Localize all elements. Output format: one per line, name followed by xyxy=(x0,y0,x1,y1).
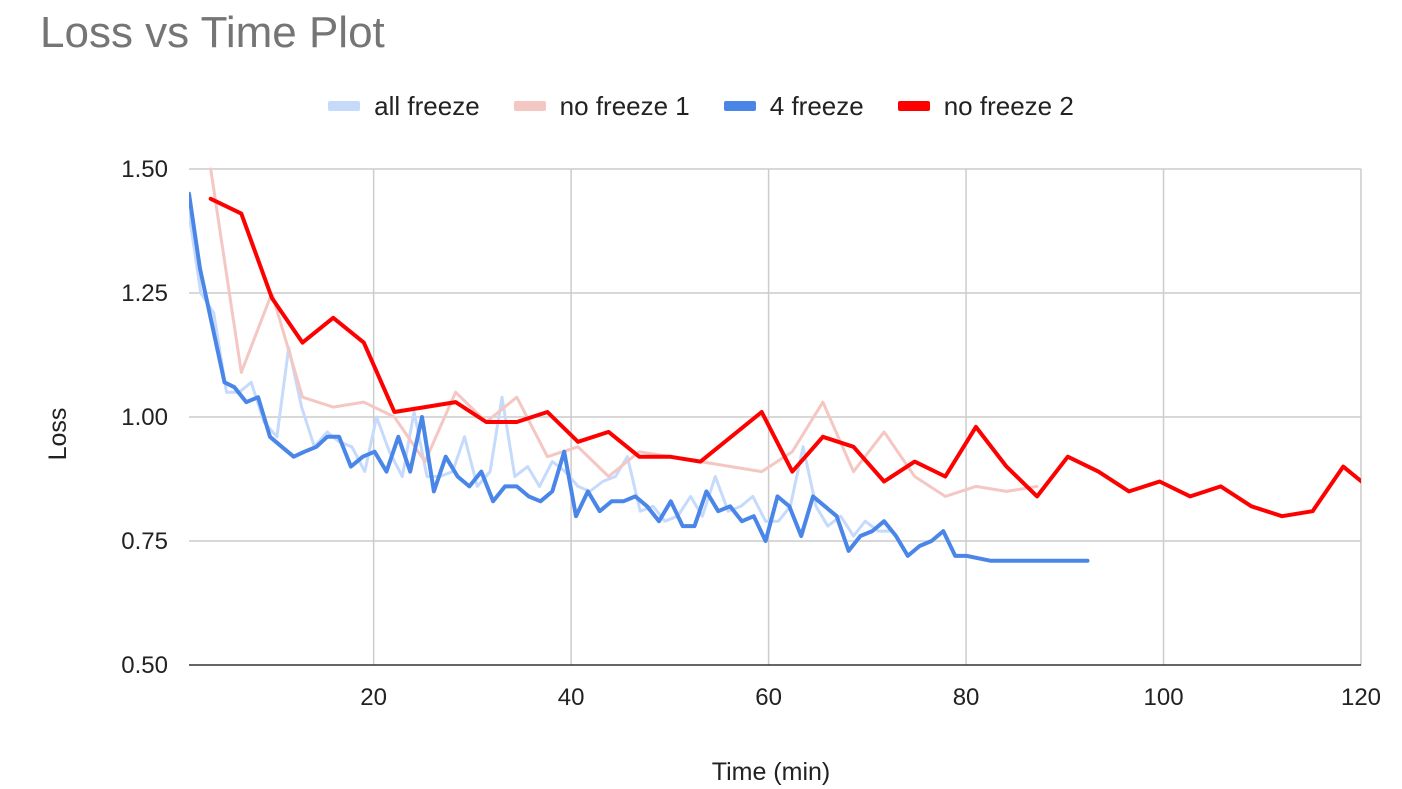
legend-label-no-freeze-1: no freeze 1 xyxy=(559,90,690,121)
x-tick-label: 40 xyxy=(558,684,585,711)
y-tick-label: 1.50 xyxy=(121,156,168,183)
y-tick-label: 0.75 xyxy=(121,528,168,555)
legend-item-no-freeze-2[interactable]: no freeze 2 xyxy=(897,90,1074,122)
x-tick-label: 120 xyxy=(1341,684,1381,711)
chart-title: Loss vs Time Plot xyxy=(40,8,385,57)
legend-item-4-freeze[interactable]: 4 freeze xyxy=(723,90,864,122)
grid xyxy=(189,168,1362,665)
x-tick-label: 20 xyxy=(360,684,387,711)
x-tick-label: 80 xyxy=(953,684,980,711)
legend-item-all-freeze[interactable]: all freeze xyxy=(328,91,480,122)
y-tick-label: 1.00 xyxy=(121,404,168,431)
series-line-no-freeze-1[interactable] xyxy=(209,167,1039,498)
series-lines xyxy=(189,167,1374,563)
series-line-4-freeze[interactable] xyxy=(189,191,1090,563)
x-tick-label: 60 xyxy=(755,684,782,711)
series-line-all-freeze[interactable] xyxy=(189,212,893,538)
legend-label-all-freeze: all freeze xyxy=(374,90,480,121)
x-axis-label: Time (min) xyxy=(712,758,831,786)
axes: 0.50 0.75 1.00 1.25 1.50 20 40 60 80 100 120 xyxy=(121,156,1381,711)
legend-swatch-no-freeze-2 xyxy=(897,101,930,111)
legend-swatch-4-freeze xyxy=(723,101,756,111)
legend-label-4-freeze: 4 freeze xyxy=(769,90,864,121)
y-tick-label: 1.25 xyxy=(121,280,168,307)
legend-swatch-no-freeze-1 xyxy=(513,101,546,111)
legend-swatch-all-freeze xyxy=(328,101,361,111)
y-tick-label: 0.50 xyxy=(121,652,168,679)
legend: all freeze no freeze 1 4 freeze no freez… xyxy=(0,88,1402,124)
x-tick-label: 100 xyxy=(1144,684,1184,711)
series-line-no-freeze-2[interactable] xyxy=(208,196,1374,519)
y-axis-label: Loss xyxy=(44,408,72,461)
legend-item-no-freeze-1[interactable]: no freeze 1 xyxy=(513,90,690,122)
legend-label-no-freeze-2: no freeze 2 xyxy=(943,90,1074,121)
